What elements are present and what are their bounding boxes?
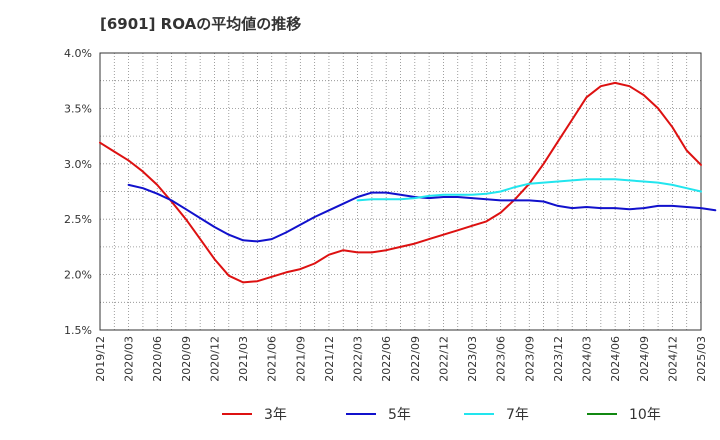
y-tick-label: 1.5%	[64, 324, 92, 337]
x-tick-label: 2022/12	[437, 336, 450, 382]
x-tick-label: 2023/09	[523, 336, 536, 382]
x-tick-label: 2020/12	[208, 336, 221, 382]
x-tick-label: 2024/03	[581, 336, 594, 382]
x-tick-label: 2022/03	[352, 336, 365, 382]
chart-title: [6901] ROAの平均値の推移	[100, 15, 301, 33]
y-tick-label: 2.0%	[64, 269, 92, 282]
y-tick-label: 2.5%	[64, 213, 92, 226]
x-tick-label: 2024/09	[638, 336, 651, 382]
x-tick-label: 2023/12	[552, 336, 565, 382]
x-tick-label: 2021/03	[237, 336, 250, 382]
y-tick-label: 3.0%	[64, 158, 92, 171]
x-tick-label: 2023/06	[495, 336, 508, 382]
x-tick-label: 2022/09	[409, 336, 422, 382]
y-tick-label: 3.5%	[64, 102, 92, 115]
series-layer	[99, 81, 717, 284]
legend-label: 7年	[506, 407, 529, 423]
series-line-7年	[356, 178, 702, 202]
x-tick-label: 2024/06	[609, 336, 622, 382]
x-tick-label: 2022/06	[380, 336, 393, 382]
x-tick-label: 2021/06	[266, 336, 279, 382]
x-tick-label: 2020/09	[180, 336, 193, 382]
x-axis-ticks: 2019/12 2020/03 2020/06 2020/09 2020/12 2021/…	[94, 336, 708, 382]
x-tick-label: 2019/12	[94, 336, 107, 382]
y-tick-label: 4.0%	[64, 47, 92, 60]
x-tick-label: 2021/12	[323, 336, 336, 382]
x-tick-label: 2024/12	[666, 336, 679, 382]
x-tick-label: 2023/03	[466, 336, 479, 382]
x-tick-label: 2020/03	[123, 336, 136, 382]
legend-label: 5年	[388, 407, 411, 423]
legend-label: 3年	[264, 407, 287, 423]
x-tick-label: 2020/06	[151, 336, 164, 382]
legend: 3年 5年 7年 10年	[222, 407, 661, 423]
series-line-3年	[99, 81, 702, 284]
legend-label: 10年	[629, 407, 661, 423]
x-tick-label: 2025/03	[695, 336, 708, 382]
x-tick-label: 2021/09	[294, 336, 307, 382]
y-axis-ticks: 4.0% 3.5% 3.0% 2.5% 2.0% 1.5%	[64, 47, 92, 337]
